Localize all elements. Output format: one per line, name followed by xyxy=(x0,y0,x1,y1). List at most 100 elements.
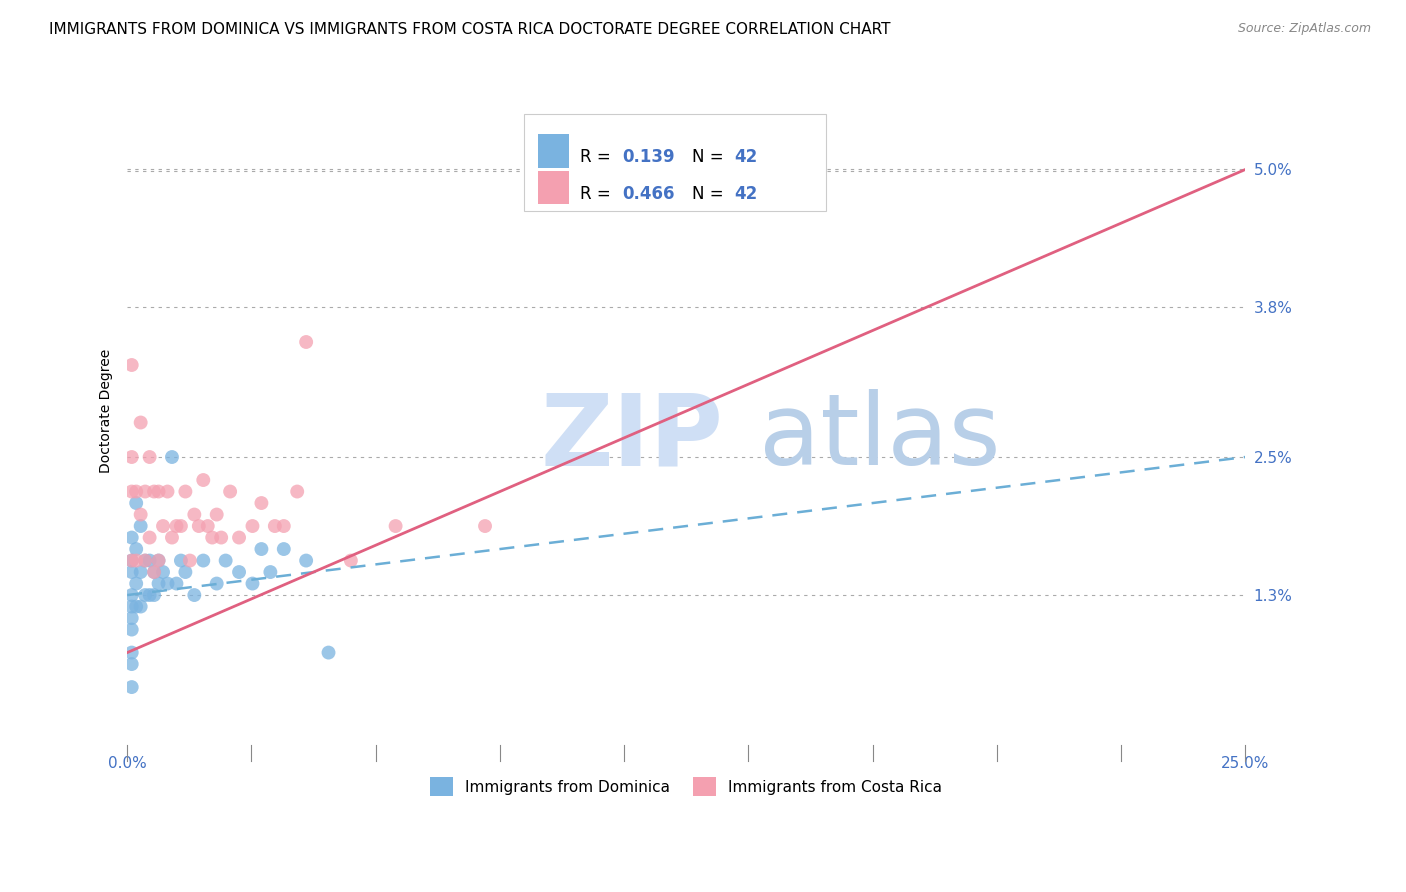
Point xyxy=(193,553,215,567)
Point xyxy=(134,553,156,567)
Point xyxy=(187,519,209,533)
Point xyxy=(242,519,264,533)
Point xyxy=(125,576,148,591)
Point xyxy=(193,473,215,487)
Point xyxy=(197,519,219,533)
Point xyxy=(148,553,170,567)
Point xyxy=(183,508,205,522)
Bar xyxy=(537,134,569,168)
Point xyxy=(219,484,242,499)
Point xyxy=(340,553,363,567)
Point xyxy=(121,553,143,567)
Point xyxy=(160,531,183,545)
Point xyxy=(143,565,166,579)
Point xyxy=(160,450,183,464)
Point xyxy=(209,531,232,545)
Point xyxy=(143,484,166,499)
Point xyxy=(318,646,340,660)
Text: N =: N = xyxy=(692,148,728,167)
Point xyxy=(148,576,170,591)
Text: 0.139: 0.139 xyxy=(623,148,675,167)
Point xyxy=(138,553,160,567)
Point xyxy=(134,553,156,567)
Point xyxy=(129,565,152,579)
Y-axis label: Doctorate Degree: Doctorate Degree xyxy=(100,349,114,473)
Point xyxy=(170,519,193,533)
Point xyxy=(143,565,166,579)
Point xyxy=(474,519,496,533)
Point xyxy=(121,599,143,614)
Point xyxy=(156,576,179,591)
Point xyxy=(273,542,295,557)
Point xyxy=(121,358,143,372)
Point xyxy=(125,553,148,567)
Point xyxy=(183,588,205,602)
Point xyxy=(228,565,250,579)
Text: 42: 42 xyxy=(734,186,758,203)
Point xyxy=(285,484,308,499)
Point xyxy=(138,588,160,602)
Point xyxy=(121,565,143,579)
Point xyxy=(242,576,264,591)
Point xyxy=(174,484,197,499)
Point xyxy=(121,484,143,499)
Point xyxy=(295,334,318,349)
Point xyxy=(165,519,187,533)
Point xyxy=(165,576,187,591)
Text: 42: 42 xyxy=(734,148,758,167)
Point xyxy=(134,484,156,499)
Point xyxy=(129,416,152,430)
Point xyxy=(787,197,810,211)
Point xyxy=(228,531,250,545)
Point xyxy=(134,588,156,602)
Point xyxy=(201,531,224,545)
Point xyxy=(125,599,148,614)
Point xyxy=(214,553,236,567)
Point xyxy=(129,599,152,614)
Point xyxy=(156,484,179,499)
Text: 0.466: 0.466 xyxy=(623,186,675,203)
Point xyxy=(143,588,166,602)
Point xyxy=(121,623,143,637)
Point xyxy=(138,450,160,464)
Point xyxy=(129,508,152,522)
Point xyxy=(384,519,406,533)
Point xyxy=(205,576,228,591)
Point xyxy=(250,542,273,557)
Text: atlas: atlas xyxy=(759,389,1001,486)
Point xyxy=(170,553,193,567)
Point xyxy=(121,657,143,671)
Point xyxy=(273,519,295,533)
Point xyxy=(148,553,170,567)
Point xyxy=(121,553,143,567)
Point xyxy=(263,519,285,533)
Text: N =: N = xyxy=(692,186,728,203)
Point xyxy=(129,519,152,533)
Legend: Immigrants from Dominica, Immigrants from Costa Rica: Immigrants from Dominica, Immigrants fro… xyxy=(423,770,950,804)
Text: IMMIGRANTS FROM DOMINICA VS IMMIGRANTS FROM COSTA RICA DOCTORATE DEGREE CORRELAT: IMMIGRANTS FROM DOMINICA VS IMMIGRANTS F… xyxy=(49,22,891,37)
Text: R =: R = xyxy=(581,186,616,203)
Point xyxy=(121,680,143,694)
Point xyxy=(125,542,148,557)
Text: Source: ZipAtlas.com: Source: ZipAtlas.com xyxy=(1237,22,1371,36)
Point xyxy=(125,484,148,499)
FancyBboxPatch shape xyxy=(524,114,827,211)
Point xyxy=(121,611,143,625)
Point xyxy=(295,553,318,567)
Point xyxy=(152,565,174,579)
Point xyxy=(121,588,143,602)
Point xyxy=(152,519,174,533)
Text: R =: R = xyxy=(581,148,616,167)
Point xyxy=(205,508,228,522)
Point xyxy=(121,646,143,660)
Text: ZIP: ZIP xyxy=(541,389,724,486)
Point xyxy=(174,565,197,579)
Point xyxy=(250,496,273,510)
Point xyxy=(179,553,201,567)
Point xyxy=(125,496,148,510)
Point xyxy=(121,450,143,464)
Point xyxy=(138,531,160,545)
Bar xyxy=(537,171,569,204)
Point xyxy=(121,531,143,545)
Point xyxy=(259,565,281,579)
